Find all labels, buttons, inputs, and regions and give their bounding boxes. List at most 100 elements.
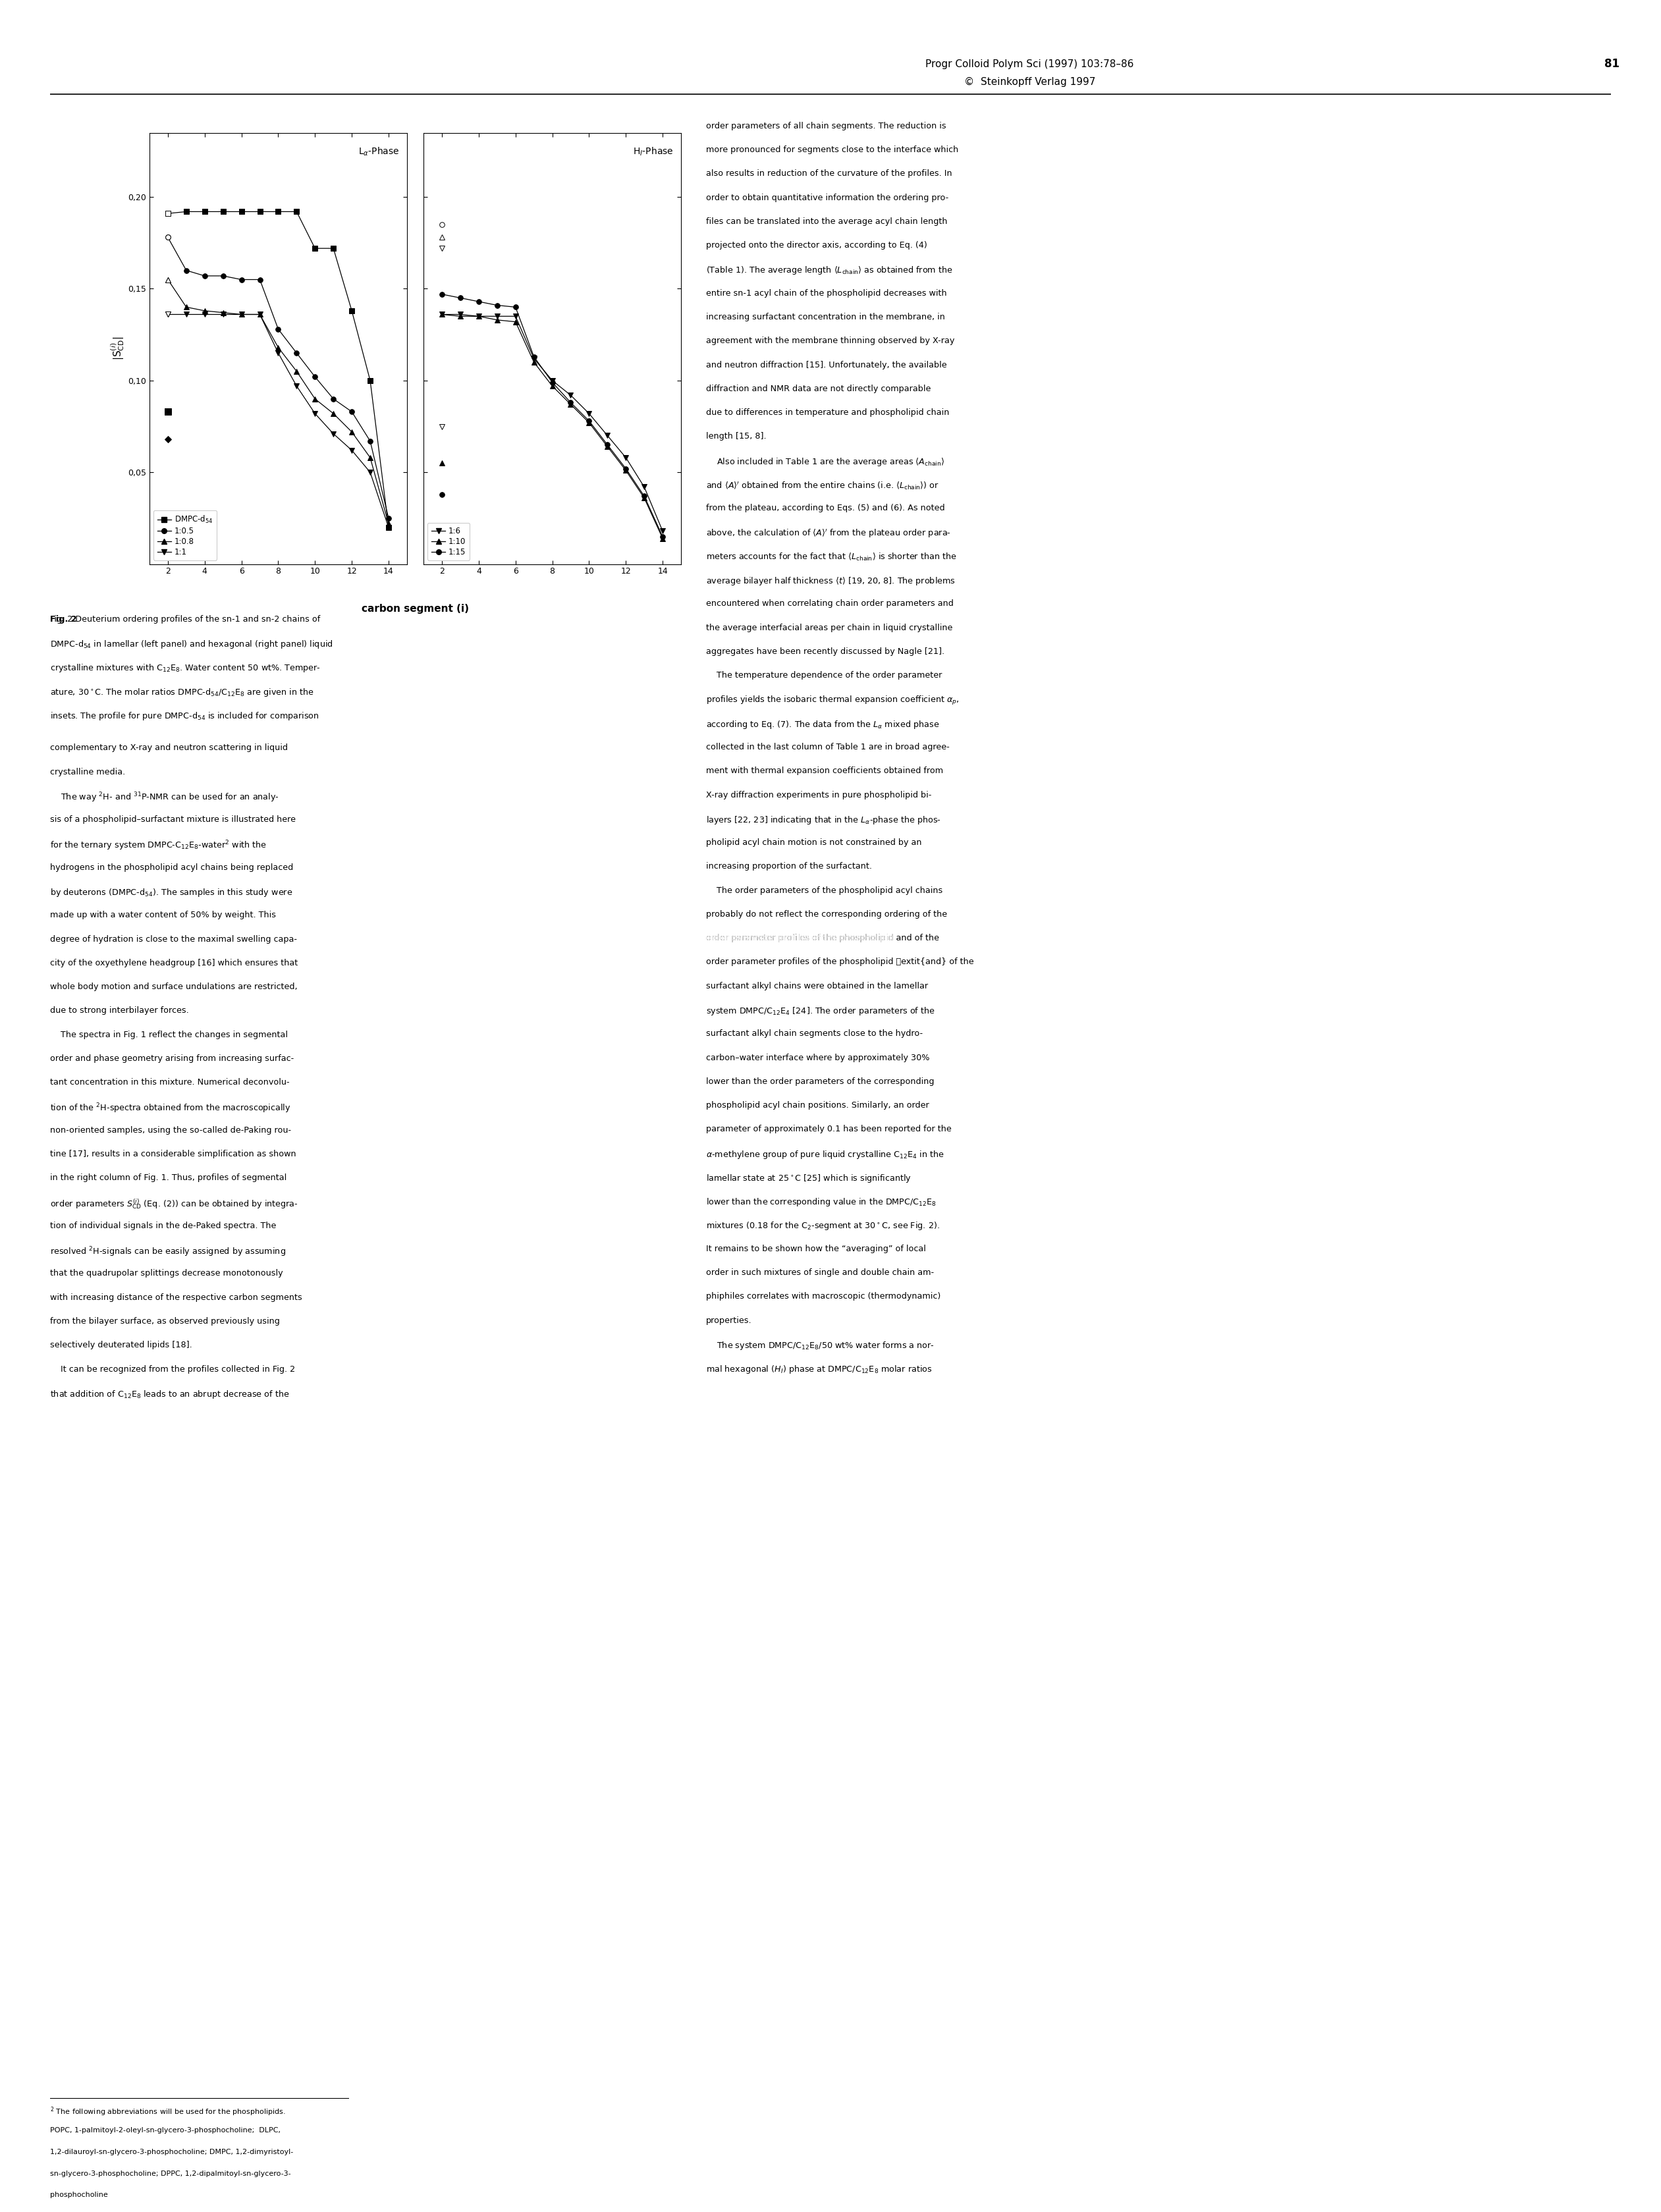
Text: POPC, 1-palmitoyl-2-oleyl-sn-glycero-3-phosphocholine;  DLPC,: POPC, 1-palmitoyl-2-oleyl-sn-glycero-3-p… bbox=[50, 2128, 281, 2135]
Text: insets. The profile for pure DMPC-d$_{54}$ is included for comparison: insets. The profile for pure DMPC-d$_{54… bbox=[50, 710, 319, 721]
Text: according to Eq. (7). The data from the $L_\alpha$ mixed phase: according to Eq. (7). The data from the … bbox=[706, 719, 938, 730]
Text: projected onto the director axis, according to Eq. (4): projected onto the director axis, accord… bbox=[706, 241, 927, 250]
Text: The temperature dependence of the order parameter: The temperature dependence of the order … bbox=[706, 670, 942, 679]
Text: made up with a water content of 50% by weight. This: made up with a water content of 50% by w… bbox=[50, 911, 276, 920]
Text: order parameter profiles of the phospholipid 	extit{and} of the: order parameter profiles of the phosphol… bbox=[706, 958, 973, 967]
Text: due to strong interbilayer forces.: due to strong interbilayer forces. bbox=[50, 1006, 189, 1015]
Text: parameter of approximately 0.1 has been reported for the: parameter of approximately 0.1 has been … bbox=[706, 1126, 952, 1133]
Text: resolved $^2$H-signals can be easily assigned by assuming: resolved $^2$H-signals can be easily ass… bbox=[50, 1245, 286, 1259]
Text: crystalline mixtures with C$_{12}$E$_8$. Water content 50 wt%. Temper-: crystalline mixtures with C$_{12}$E$_8$.… bbox=[50, 664, 321, 675]
Text: tion of individual signals in the de-Paked spectra. The: tion of individual signals in the de-Pak… bbox=[50, 1221, 276, 1230]
Text: with increasing distance of the respective carbon segments: with increasing distance of the respecti… bbox=[50, 1294, 302, 1301]
Text: tion of the $^2$H-spectra obtained from the macroscopically: tion of the $^2$H-spectra obtained from … bbox=[50, 1102, 291, 1115]
Text: selectively deuterated lipids [18].: selectively deuterated lipids [18]. bbox=[50, 1340, 193, 1349]
Text: phiphiles correlates with macroscopic (thermodynamic): phiphiles correlates with macroscopic (t… bbox=[706, 1292, 940, 1301]
Text: Progr Colloid Polym Sci (1997) 103:78–86: Progr Colloid Polym Sci (1997) 103:78–86 bbox=[925, 60, 1134, 69]
Text: H$_I$-Phase: H$_I$-Phase bbox=[633, 146, 673, 157]
Text: average bilayer half thickness $\langle t\rangle$ [19, 20, 8]. The problems: average bilayer half thickness $\langle … bbox=[706, 575, 955, 586]
Text: ature, 30$^\circ$C. The molar ratios DMPC-d$_{54}$/C$_{12}$E$_8$ are given in th: ature, 30$^\circ$C. The molar ratios DMP… bbox=[50, 686, 314, 697]
Text: order in such mixtures of single and double chain am-: order in such mixtures of single and dou… bbox=[706, 1267, 933, 1276]
Text: from the plateau, according to Eqs. (5) and (6). As noted: from the plateau, according to Eqs. (5) … bbox=[706, 504, 945, 513]
Legend: 1:6, 1:10, 1:15: 1:6, 1:10, 1:15 bbox=[427, 522, 470, 560]
Text: carbon segment (i): carbon segment (i) bbox=[362, 604, 468, 613]
Text: system DMPC/C$_{12}$E$_4$ [24]. The order parameters of the: system DMPC/C$_{12}$E$_4$ [24]. The orde… bbox=[706, 1006, 935, 1018]
Text: lower than the corresponding value in the DMPC/C$_{12}$E$_8$: lower than the corresponding value in th… bbox=[706, 1197, 937, 1208]
Text: probably do not reflect the corresponding ordering of the: probably do not reflect the correspondin… bbox=[706, 909, 947, 918]
Text: that the quadrupolar splittings decrease monotonously: that the quadrupolar splittings decrease… bbox=[50, 1270, 282, 1279]
Text: 81: 81 bbox=[1605, 58, 1619, 71]
Text: order and phase geometry arising from increasing surfac-: order and phase geometry arising from in… bbox=[50, 1055, 294, 1062]
Text: The system DMPC/C$_{12}$E$_8$/50 wt% water forms a nor-: The system DMPC/C$_{12}$E$_8$/50 wt% wat… bbox=[706, 1340, 935, 1352]
Text: It remains to be shown how the “averaging” of local: It remains to be shown how the “averagin… bbox=[706, 1245, 925, 1252]
Text: more pronounced for segments close to the interface which: more pronounced for segments close to th… bbox=[706, 146, 958, 155]
Text: tine [17], results in a considerable simplification as shown: tine [17], results in a considerable sim… bbox=[50, 1150, 296, 1159]
Text: L$_\alpha$-Phase: L$_\alpha$-Phase bbox=[359, 146, 399, 157]
Text: phosphocholine: phosphocholine bbox=[50, 2192, 108, 2199]
Text: degree of hydration is close to the maximal swelling capa-: degree of hydration is close to the maxi… bbox=[50, 936, 297, 942]
Text: The way $^2$H- and $^{31}$P-NMR can be used for an analy-: The way $^2$H- and $^{31}$P-NMR can be u… bbox=[50, 792, 279, 805]
Text: increasing proportion of the surfactant.: increasing proportion of the surfactant. bbox=[706, 863, 872, 872]
Text: and neutron diffraction [15]. Unfortunately, the available: and neutron diffraction [15]. Unfortunat… bbox=[706, 361, 947, 369]
Text: that addition of C$_{12}$E$_8$ leads to an abrupt decrease of the: that addition of C$_{12}$E$_8$ leads to … bbox=[50, 1389, 289, 1400]
Text: agreement with the membrane thinning observed by X-ray: agreement with the membrane thinning obs… bbox=[706, 336, 955, 345]
Text: X-ray diffraction experiments in pure phospholipid bi-: X-ray diffraction experiments in pure ph… bbox=[706, 790, 932, 799]
Text: also results in reduction of the curvature of the profiles. In: also results in reduction of the curvatu… bbox=[706, 170, 952, 177]
Text: $\alpha$-methylene group of pure liquid crystalline C$_{12}$E$_4$ in the: $\alpha$-methylene group of pure liquid … bbox=[706, 1148, 943, 1159]
Text: due to differences in temperature and phospholipid chain: due to differences in temperature and ph… bbox=[706, 409, 948, 416]
Text: for the ternary system DMPC-C$_{12}$E$_8$-water$^2$ with the: for the ternary system DMPC-C$_{12}$E$_8… bbox=[50, 838, 266, 852]
Text: ment with thermal expansion coefficients obtained from: ment with thermal expansion coefficients… bbox=[706, 768, 943, 774]
Text: Fig. 2: Fig. 2 bbox=[50, 615, 76, 624]
Text: Fig. 2 Deuterium ordering profiles of the sn-1 and sn-2 chains of: Fig. 2 Deuterium ordering profiles of th… bbox=[50, 615, 321, 624]
Text: meters accounts for the fact that $\langle L_{\rm chain}\rangle$ is shorter than: meters accounts for the fact that $\lang… bbox=[706, 551, 957, 562]
Text: lower than the order parameters of the corresponding: lower than the order parameters of the c… bbox=[706, 1077, 933, 1086]
Text: mixtures (0.18 for the C$_2$-segment at 30$^\circ$C, see Fig. 2).: mixtures (0.18 for the C$_2$-segment at … bbox=[706, 1221, 940, 1232]
Text: and $\langle A\rangle'$ obtained from the entire chains (i.e. $\langle L_{\rm ch: and $\langle A\rangle'$ obtained from th… bbox=[706, 480, 938, 491]
Text: profiles yields the isobaric thermal expansion coefficient $\alpha_p$,: profiles yields the isobaric thermal exp… bbox=[706, 695, 960, 708]
Text: city of the oxyethylene headgroup [16] which ensures that: city of the oxyethylene headgroup [16] w… bbox=[50, 958, 297, 967]
Y-axis label: |S$_{\rm CD}^{(i)}$|: |S$_{\rm CD}^{(i)}$| bbox=[110, 336, 126, 361]
Legend: DMPC-d$_{54}$, 1:0.5, 1:0.8, 1:1: DMPC-d$_{54}$, 1:0.5, 1:0.8, 1:1 bbox=[153, 511, 216, 560]
Text: collected in the last column of Table 1 are in broad agree-: collected in the last column of Table 1 … bbox=[706, 743, 950, 752]
Text: The order parameters of the phospholipid acyl chains: The order parameters of the phospholipid… bbox=[706, 887, 942, 894]
Text: $^2$ The following abbreviations will be used for the phospholipids.: $^2$ The following abbreviations will be… bbox=[50, 2106, 286, 2119]
Text: aggregates have been recently discussed by Nagle [21].: aggregates have been recently discussed … bbox=[706, 648, 945, 655]
Text: sn-glycero-3-phosphocholine; DPPC, 1,2-dipalmitoyl-sn-glycero-3-: sn-glycero-3-phosphocholine; DPPC, 1,2-d… bbox=[50, 2170, 291, 2177]
Text: files can be translated into the average acyl chain length: files can be translated into the average… bbox=[706, 217, 947, 226]
Text: carbon–water interface where by approximately 30%: carbon–water interface where by approxim… bbox=[706, 1053, 930, 1062]
Text: phospholipid acyl chain positions. Similarly, an order: phospholipid acyl chain positions. Simil… bbox=[706, 1102, 928, 1110]
Text: Also included in Table 1 are the average areas $\langle A_{\rm chain}\rangle$: Also included in Table 1 are the average… bbox=[706, 456, 945, 467]
Text: crystalline media.: crystalline media. bbox=[50, 768, 125, 776]
Text: hydrogens in the phospholipid acyl chains being replaced: hydrogens in the phospholipid acyl chain… bbox=[50, 863, 292, 872]
Text: order parameter profiles of the phospholipid: order parameter profiles of the phosphol… bbox=[706, 933, 895, 942]
Text: by deuterons (DMPC-d$_{54}$). The samples in this study were: by deuterons (DMPC-d$_{54}$). The sample… bbox=[50, 887, 292, 898]
Text: tant concentration in this mixture. Numerical deconvolu-: tant concentration in this mixture. Nume… bbox=[50, 1077, 289, 1086]
Text: order to obtain quantitative information the ordering pro-: order to obtain quantitative information… bbox=[706, 192, 948, 201]
Text: order parameter profiles of the phospholipid and of the: order parameter profiles of the phosphol… bbox=[706, 933, 938, 942]
Text: surfactant alkyl chains were obtained in the lamellar: surfactant alkyl chains were obtained in… bbox=[706, 982, 928, 991]
Text: increasing surfactant concentration in the membrane, in: increasing surfactant concentration in t… bbox=[706, 312, 945, 321]
Text: pholipid acyl chain motion is not constrained by an: pholipid acyl chain motion is not constr… bbox=[706, 838, 922, 847]
Text: the average interfacial areas per chain in liquid crystalline: the average interfacial areas per chain … bbox=[706, 624, 952, 633]
Text: whole body motion and surface undulations are restricted,: whole body motion and surface undulation… bbox=[50, 982, 297, 991]
Text: 1,2-dilauroyl-sn-glycero-3-phosphocholine; DMPC, 1,2-dimyristoyl-: 1,2-dilauroyl-sn-glycero-3-phosphocholin… bbox=[50, 2148, 292, 2154]
Text: above, the calculation of $\langle A\rangle'$ from the plateau order para-: above, the calculation of $\langle A\ran… bbox=[706, 529, 950, 540]
Text: (Table 1). The average length $\langle L_{\rm chain}\rangle$ as obtained from th: (Table 1). The average length $\langle L… bbox=[706, 265, 953, 276]
Text: non-oriented samples, using the so-called de-Paking rou-: non-oriented samples, using the so-calle… bbox=[50, 1126, 291, 1135]
Text: surfactant alkyl chain segments close to the hydro-: surfactant alkyl chain segments close to… bbox=[706, 1029, 924, 1037]
Text: order parameters $S_{\rm CD}^{(i)}$ (Eq. (2)) can be obtained by integra-: order parameters $S_{\rm CD}^{(i)}$ (Eq.… bbox=[50, 1197, 297, 1210]
Text: in the right column of Fig. 1. Thus, profiles of segmental: in the right column of Fig. 1. Thus, pro… bbox=[50, 1175, 286, 1181]
Text: diffraction and NMR data are not directly comparable: diffraction and NMR data are not directl… bbox=[706, 385, 930, 394]
Text: sis of a phospholipid–surfactant mixture is illustrated here: sis of a phospholipid–surfactant mixture… bbox=[50, 816, 296, 823]
Text: mal hexagonal ($H_I$) phase at DMPC/C$_{12}$E$_8$ molar ratios: mal hexagonal ($H_I$) phase at DMPC/C$_{… bbox=[706, 1365, 932, 1376]
Text: ©  Steinkopff Verlag 1997: © Steinkopff Verlag 1997 bbox=[963, 77, 1096, 86]
Text: from the bilayer surface, as observed previously using: from the bilayer surface, as observed pr… bbox=[50, 1316, 279, 1325]
Text: It can be recognized from the profiles collected in Fig. 2: It can be recognized from the profiles c… bbox=[50, 1365, 296, 1374]
Text: encountered when correlating chain order parameters and: encountered when correlating chain order… bbox=[706, 599, 953, 608]
Text: entire sn-1 acyl chain of the phospholipid decreases with: entire sn-1 acyl chain of the phospholip… bbox=[706, 290, 947, 296]
Text: layers [22, 23] indicating that in the $L_\alpha$-phase the phos-: layers [22, 23] indicating that in the $… bbox=[706, 814, 940, 825]
Text: length [15, 8].: length [15, 8]. bbox=[706, 431, 766, 440]
Text: lamellar state at 25$^\circ$C [25] which is significantly: lamellar state at 25$^\circ$C [25] which… bbox=[706, 1172, 912, 1183]
Text: complementary to X-ray and neutron scattering in liquid: complementary to X-ray and neutron scatt… bbox=[50, 743, 287, 752]
Text: DMPC-d$_{54}$ in lamellar (left panel) and hexagonal (right panel) liquid: DMPC-d$_{54}$ in lamellar (left panel) a… bbox=[50, 639, 332, 650]
Text: properties.: properties. bbox=[706, 1316, 752, 1325]
